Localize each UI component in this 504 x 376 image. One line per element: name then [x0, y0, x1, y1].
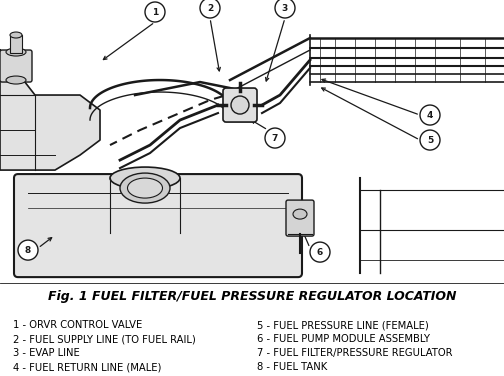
Circle shape: [420, 105, 440, 125]
Text: 5 - FUEL PRESSURE LINE (FEMALE): 5 - FUEL PRESSURE LINE (FEMALE): [257, 320, 429, 331]
Circle shape: [200, 0, 220, 18]
Circle shape: [420, 130, 440, 150]
Text: 2: 2: [207, 3, 213, 12]
Circle shape: [265, 128, 285, 148]
Text: 1: 1: [152, 8, 158, 17]
Circle shape: [310, 242, 330, 262]
Text: 5: 5: [427, 136, 433, 144]
Text: 8 - FUEL TANK: 8 - FUEL TANK: [257, 362, 327, 372]
Ellipse shape: [293, 209, 307, 219]
Text: 8: 8: [25, 246, 31, 255]
Ellipse shape: [110, 167, 180, 189]
FancyBboxPatch shape: [286, 200, 314, 236]
Ellipse shape: [6, 76, 26, 84]
Text: Fig. 1 FUEL FILTER/FUEL PRESSURE REGULATOR LOCATION: Fig. 1 FUEL FILTER/FUEL PRESSURE REGULAT…: [48, 290, 456, 303]
Text: 4 - FUEL RETURN LINE (MALE): 4 - FUEL RETURN LINE (MALE): [13, 362, 161, 372]
Circle shape: [275, 0, 295, 18]
FancyBboxPatch shape: [0, 50, 32, 82]
Text: 2 - FUEL SUPPLY LINE (TO FUEL RAIL): 2 - FUEL SUPPLY LINE (TO FUEL RAIL): [13, 334, 196, 344]
Bar: [10, 35, 22, 53]
FancyBboxPatch shape: [223, 88, 257, 122]
FancyBboxPatch shape: [14, 174, 302, 277]
Text: 6 - FUEL PUMP MODULE ASSEMBLY: 6 - FUEL PUMP MODULE ASSEMBLY: [257, 334, 430, 344]
Text: 3 - EVAP LINE: 3 - EVAP LINE: [13, 348, 79, 358]
Ellipse shape: [120, 173, 170, 203]
Text: 6: 6: [317, 248, 323, 256]
Text: 7 - FUEL FILTER/PRESSURE REGULATOR: 7 - FUEL FILTER/PRESSURE REGULATOR: [257, 348, 453, 358]
Circle shape: [145, 2, 165, 22]
Text: 7: 7: [272, 133, 278, 143]
Polygon shape: [0, 50, 100, 170]
Ellipse shape: [10, 32, 22, 38]
Ellipse shape: [128, 178, 162, 198]
Circle shape: [18, 240, 38, 260]
Text: 1 - ORVR CONTROL VALVE: 1 - ORVR CONTROL VALVE: [13, 320, 142, 331]
Text: 3: 3: [282, 3, 288, 12]
Ellipse shape: [6, 48, 26, 56]
Ellipse shape: [231, 96, 249, 114]
Text: 4: 4: [427, 111, 433, 120]
